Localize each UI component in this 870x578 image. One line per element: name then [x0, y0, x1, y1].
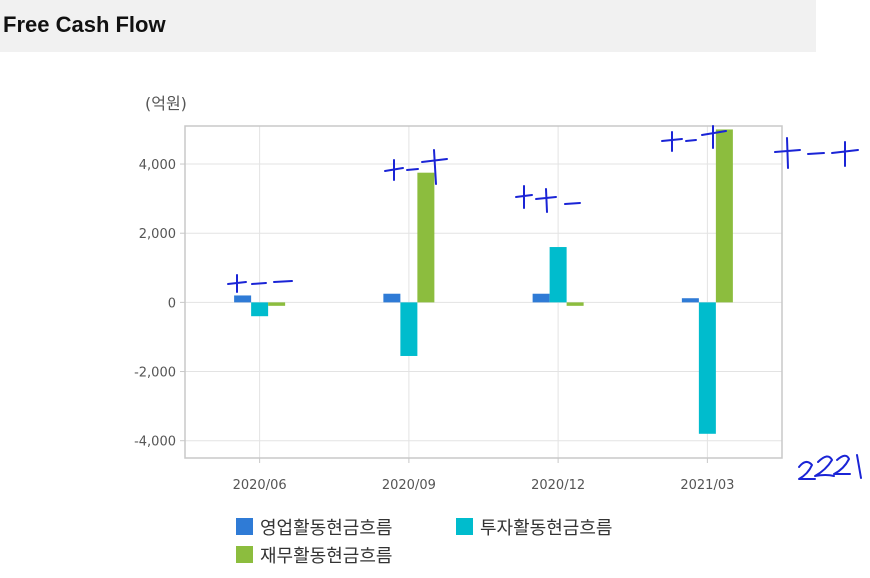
bar	[681, 298, 699, 303]
bar	[715, 129, 733, 303]
note-2021	[798, 454, 862, 480]
bar	[698, 302, 716, 434]
y-tick-label: -2,000	[134, 366, 176, 381]
bar	[532, 293, 550, 303]
bar	[234, 295, 252, 303]
note-2020-06	[227, 274, 293, 293]
legend-label: 재무활동현금흐름	[260, 546, 392, 567]
section-header: Free Cash Flow	[0, 0, 816, 52]
note-right	[774, 137, 859, 169]
bar	[549, 247, 567, 303]
handwritten-notes: +--	[227, 125, 862, 480]
legend-label: 영업활동현금흐름	[260, 518, 392, 539]
plot-area-border	[184, 125, 783, 459]
legend-swatch	[236, 546, 253, 563]
y-tick-label: -4,000	[134, 435, 176, 450]
bar	[566, 302, 584, 306]
y-tick-label: 4,000	[139, 158, 176, 173]
note-2020-09	[384, 149, 448, 185]
y-tick-label: 0	[168, 296, 176, 311]
bar	[400, 302, 418, 356]
x-tick-label: 2021/03	[680, 478, 734, 493]
y-tick-label: 2,000	[139, 227, 176, 242]
note-2020-12	[515, 185, 581, 213]
grid-lines	[185, 126, 782, 458]
unit-label: (억원)	[145, 94, 187, 113]
bar	[251, 302, 269, 317]
legend-label: 투자활동현금흐름	[480, 518, 612, 539]
bars	[234, 129, 733, 434]
bar	[417, 172, 435, 303]
x-tick-label: 2020/06	[233, 478, 287, 493]
legend-swatch	[456, 518, 473, 535]
y-axis-ticks: -4,000 -2,000 0 2,000 4,000	[134, 158, 185, 450]
x-tick-label: 2020/12	[531, 478, 585, 493]
bar	[383, 293, 401, 303]
x-axis-ticks: 2020/06 2020/09 2020/12 2021/03	[233, 458, 734, 493]
legend-swatch	[236, 518, 253, 535]
section-title: Free Cash Flow	[3, 12, 166, 37]
bar	[268, 302, 286, 306]
note-2021-03	[661, 125, 727, 152]
x-tick-label: 2020/09	[382, 478, 436, 493]
